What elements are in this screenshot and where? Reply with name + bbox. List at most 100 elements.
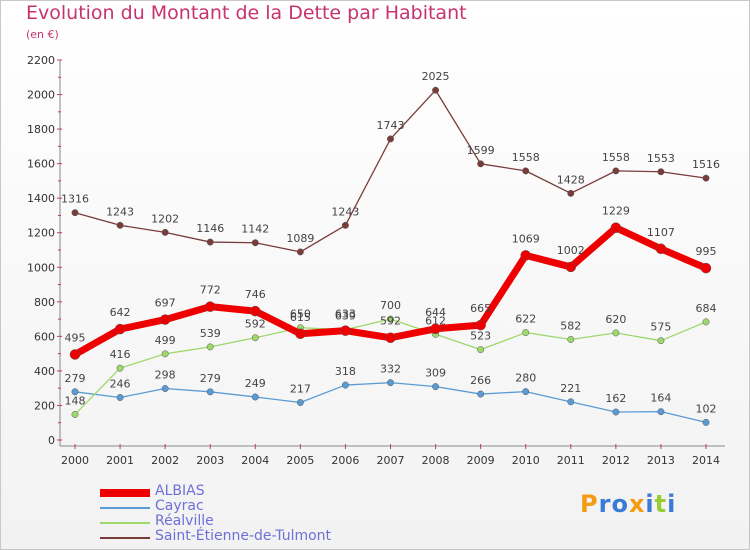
data-point [71, 410, 79, 418]
data-label: 1243 [106, 205, 134, 218]
data-label: 279 [65, 372, 86, 385]
data-point [430, 323, 441, 335]
y-tick-label: 2000 [27, 89, 55, 102]
y-tick-label: 0 [48, 434, 55, 447]
data-point [477, 390, 485, 398]
data-label: 1107 [647, 226, 675, 239]
chart-subtitle: (en €) [26, 28, 59, 41]
data-point [295, 328, 306, 340]
data-point [565, 261, 577, 273]
data-point [612, 167, 620, 175]
data-point [657, 337, 665, 345]
data-label: 633 [335, 308, 356, 321]
data-label: 592 [245, 318, 266, 331]
data-point [161, 350, 169, 358]
data-label: 1142 [241, 223, 269, 236]
data-point [251, 239, 259, 247]
data-label: 280 [515, 372, 536, 385]
data-point [612, 329, 620, 337]
data-label: 318 [335, 365, 356, 378]
data-point [206, 388, 214, 396]
data-label: 102 [696, 402, 717, 415]
legend-swatch [100, 537, 150, 539]
data-point [567, 189, 575, 197]
x-tick-label: 2013 [647, 454, 675, 467]
data-label: 249 [245, 377, 266, 390]
data-point [522, 167, 530, 175]
data-label: 1516 [692, 158, 720, 171]
data-label: 1202 [151, 212, 179, 225]
y-tick-label: 400 [34, 365, 55, 378]
legend-label: Cayrac [155, 498, 204, 514]
data-label: 1553 [647, 152, 675, 165]
data-label: 1316 [61, 193, 89, 206]
x-tick-label: 2001 [106, 454, 134, 467]
data-point [250, 305, 261, 317]
legend-label: Réalville [155, 513, 214, 529]
data-point [161, 228, 169, 236]
legend-swatch [100, 522, 150, 524]
data-point [71, 209, 79, 217]
data-label: 1428 [557, 173, 585, 186]
x-tick-label: 2002 [151, 454, 179, 467]
legend-swatch [100, 507, 150, 509]
data-label: 246 [110, 378, 131, 391]
y-tick-label: 1600 [27, 158, 55, 171]
data-label: 1558 [512, 151, 540, 164]
data-point [251, 334, 259, 342]
data-label: 700 [380, 299, 401, 312]
data-label: 746 [245, 288, 266, 301]
data-label: 582 [560, 319, 581, 332]
data-point [116, 221, 124, 229]
data-point [520, 250, 531, 261]
y-tick-label: 1400 [27, 192, 55, 205]
data-label: 1229 [602, 205, 630, 218]
data-point [206, 343, 214, 351]
data-label: 279 [200, 372, 221, 385]
data-label: 1146 [196, 222, 224, 235]
x-tick-label: 2005 [286, 454, 314, 467]
legend-swatch [100, 489, 150, 497]
data-point [387, 135, 394, 143]
data-label: 2025 [422, 70, 450, 83]
data-point [206, 238, 214, 246]
data-point [702, 174, 710, 182]
data-point [159, 314, 171, 325]
data-label: 615 [290, 311, 311, 324]
data-label: 1599 [467, 144, 495, 157]
data-point [475, 319, 486, 331]
y-tick-label: 200 [34, 399, 55, 412]
x-tick-label: 2003 [196, 454, 224, 467]
data-label: 622 [515, 313, 536, 326]
data-point [477, 346, 485, 354]
data-point [522, 388, 530, 396]
data-point [387, 379, 394, 387]
data-label: 665 [470, 302, 491, 315]
data-label: 1089 [286, 232, 314, 245]
x-tick-label: 2000 [61, 454, 89, 467]
x-tick-label: 2008 [422, 454, 450, 467]
data-label: 642 [110, 306, 131, 319]
y-tick-label: 2200 [27, 54, 55, 67]
data-label: 575 [650, 321, 671, 334]
data-label: 1002 [557, 244, 585, 257]
data-label: 592 [380, 315, 401, 328]
data-point [655, 243, 667, 255]
data-label: 148 [65, 394, 86, 407]
x-tick-label: 2011 [557, 454, 585, 467]
data-label: 217 [290, 383, 311, 396]
data-label: 495 [65, 332, 86, 345]
data-point [161, 385, 169, 392]
x-tick-label: 2010 [512, 454, 540, 467]
x-tick-label: 2006 [331, 454, 359, 467]
data-point [567, 398, 575, 406]
data-label: 684 [696, 302, 717, 315]
data-label: 1069 [512, 232, 540, 245]
y-tick-label: 1000 [27, 261, 55, 274]
data-label: 332 [380, 363, 401, 376]
data-label: 298 [155, 369, 176, 382]
legend-label: ALBIAS [155, 483, 205, 499]
proxiti-logo: Proxiti [580, 490, 677, 518]
data-point [522, 329, 530, 337]
